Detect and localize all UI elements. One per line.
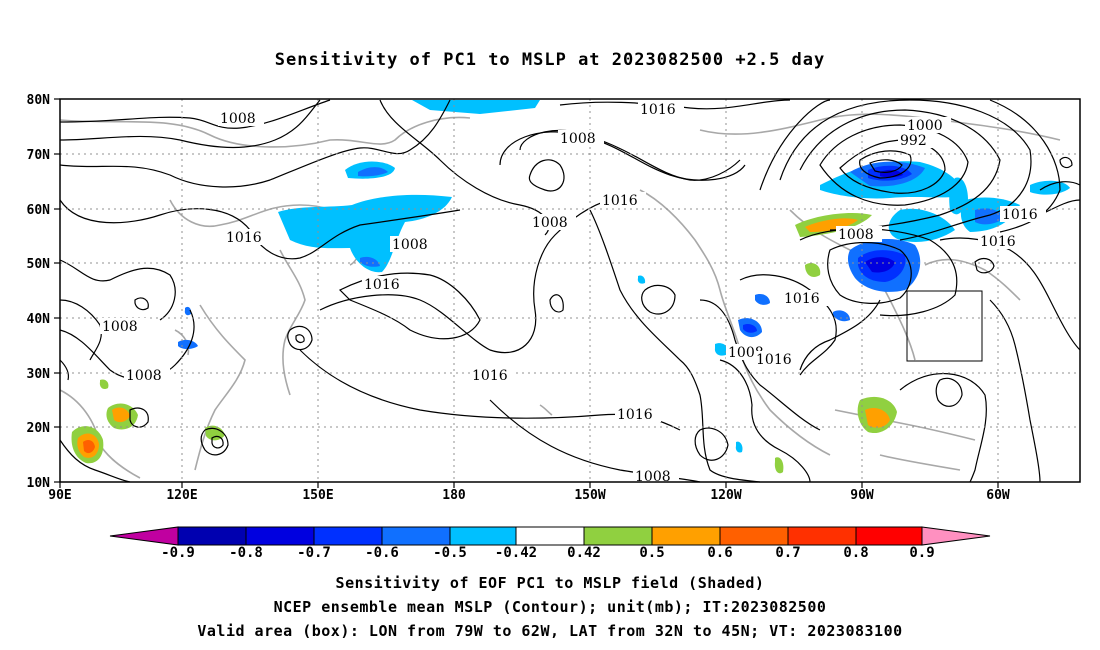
contour-label: 1016 bbox=[756, 352, 792, 368]
colorbar-label: -0.9 bbox=[161, 545, 195, 561]
colorbar-label: 0.8 bbox=[843, 545, 869, 561]
lat-label: 30N bbox=[27, 367, 51, 382]
contour-label: 1016 bbox=[602, 193, 638, 209]
lat-label: 40N bbox=[27, 312, 51, 327]
colorbar-segment bbox=[787, 526, 857, 546]
contour-label: 1016 bbox=[1002, 207, 1038, 223]
contour-label: 1008 bbox=[560, 131, 596, 147]
lon-label: 120E bbox=[166, 488, 197, 503]
contour-label: 1016 bbox=[980, 234, 1016, 250]
lon-label: 150E bbox=[302, 488, 333, 503]
colorbar-label: 0.7 bbox=[775, 545, 801, 561]
lon-label: 60W bbox=[986, 488, 1010, 503]
contour-labels: 1008 1016 1008 1008 1008 1016 1008 1016 … bbox=[100, 101, 1046, 485]
contour-label: 1008 bbox=[392, 237, 428, 253]
lon-label: 90E bbox=[48, 488, 71, 503]
contour-label: 1008 bbox=[126, 368, 162, 384]
contour-label: 1008 bbox=[532, 215, 568, 231]
pressure-contours bbox=[59, 99, 1081, 483]
colorbar-segment bbox=[921, 526, 991, 546]
lat-label: 10N bbox=[27, 476, 51, 491]
colorbar-segment bbox=[245, 526, 315, 546]
colorbar-segment bbox=[109, 526, 179, 546]
caption-line-3: Valid area (box): LON from 79W to 62W, L… bbox=[197, 622, 903, 640]
caption-line-1: Sensitivity of EOF PC1 to MSLP field (Sh… bbox=[335, 574, 765, 592]
colorbar-label: -0.5 bbox=[433, 545, 467, 561]
contour-label: 1016 bbox=[364, 277, 400, 293]
contour-label: 992 bbox=[900, 133, 927, 149]
colorbar-segment bbox=[855, 526, 923, 546]
colorbar-label: 0.9 bbox=[909, 545, 935, 561]
valid-area-box bbox=[906, 290, 983, 362]
colorbar bbox=[109, 526, 991, 546]
contour-label: 1016 bbox=[784, 291, 820, 307]
lat-label: 60N bbox=[27, 203, 51, 218]
latitude-labels: 80N 70N 60N 50N 40N 30N 20N 10N bbox=[27, 93, 51, 491]
colorbar-label: -0.6 bbox=[365, 545, 399, 561]
map-frame bbox=[59, 98, 1081, 483]
contour-label: 1016 bbox=[617, 407, 653, 423]
contour-label: 1016 bbox=[640, 102, 676, 118]
colorbar-segment bbox=[515, 526, 585, 546]
colorbar-segment bbox=[177, 526, 247, 546]
colorbar-segment bbox=[313, 526, 383, 546]
axis-ticks bbox=[54, 98, 999, 488]
contour-label: 1008 bbox=[220, 111, 256, 127]
colorbar-label: 0.5 bbox=[639, 545, 665, 561]
colorbar-label: -0.42 bbox=[494, 545, 538, 561]
contour-label: 1008 bbox=[635, 469, 671, 485]
colorbar-segment bbox=[651, 526, 721, 546]
contour-label: 1016 bbox=[472, 368, 508, 384]
lon-label: 90W bbox=[850, 488, 874, 503]
colorbar-segment bbox=[381, 526, 451, 546]
contour-label: 1008 bbox=[838, 227, 874, 243]
lon-label: 120W bbox=[710, 488, 741, 503]
longitude-labels: 90E 120E 150E 180 150W 120W 90W 60W bbox=[48, 488, 1010, 503]
gridlines bbox=[60, 99, 1080, 482]
colorbar-label: 0.6 bbox=[707, 545, 733, 561]
lon-label: 150W bbox=[574, 488, 605, 503]
map-title: Sensitivity of PC1 to MSLP at 2023082500… bbox=[274, 50, 826, 70]
lat-label: 50N bbox=[27, 257, 51, 272]
colorbar-label: -0.8 bbox=[229, 545, 263, 561]
contour-label: 1000 bbox=[907, 118, 943, 134]
lon-label: 180 bbox=[442, 488, 466, 503]
lat-label: 80N bbox=[27, 93, 51, 108]
contour-label: 1008 bbox=[102, 319, 138, 335]
contour-label: 1016 bbox=[226, 230, 262, 246]
colorbar-label: 0.42 bbox=[567, 545, 601, 561]
lat-label: 20N bbox=[27, 421, 51, 436]
colorbar-segment bbox=[719, 526, 789, 546]
caption-line-2: NCEP ensemble mean MSLP (Contour); unit(… bbox=[273, 598, 827, 616]
lat-label: 70N bbox=[27, 148, 51, 163]
colorbar-segment bbox=[449, 526, 517, 546]
colorbar-label: -0.7 bbox=[297, 545, 331, 561]
colorbar-segment bbox=[583, 526, 653, 546]
